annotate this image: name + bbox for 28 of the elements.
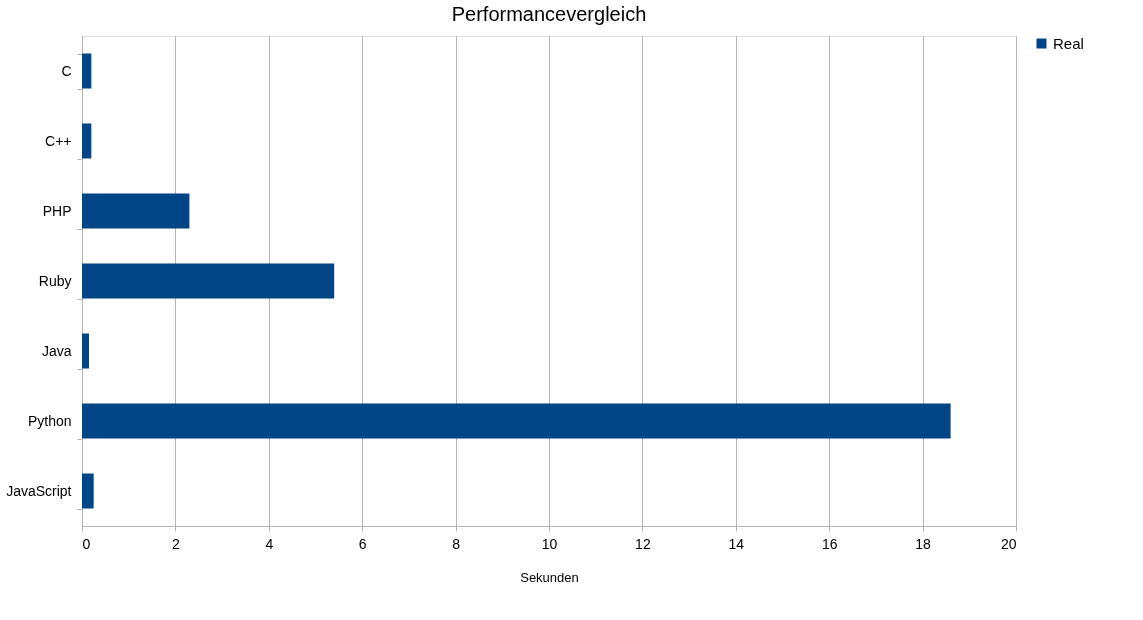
x-tick-label: 8 (452, 535, 461, 552)
x-tick-label: 0 (82, 535, 91, 552)
bar (82, 263, 335, 299)
bar (82, 403, 951, 439)
y-tick-label: Java (41, 342, 72, 359)
bar (82, 53, 92, 89)
x-axis-title: Sekunden (520, 569, 579, 585)
x-tick-label: 18 (915, 535, 932, 552)
y-tick-label: PHP (42, 202, 72, 219)
x-tick-label: 12 (635, 535, 651, 552)
x-tick-label: 10 (541, 535, 558, 552)
x-tick-label: 4 (265, 535, 274, 552)
x-tick-label: 6 (358, 535, 367, 552)
y-tick-label: C++ (45, 132, 72, 149)
x-tick-label: 14 (728, 535, 745, 552)
y-tick-label: JavaScript (6, 482, 72, 499)
bar (82, 123, 92, 159)
x-tick-label: 20 (1000, 535, 1017, 552)
bar (82, 193, 190, 229)
bar (82, 473, 94, 509)
x-tick-label: 2 (172, 535, 180, 552)
chart-title: Performancevergleich (451, 3, 647, 25)
y-tick-label: Ruby (38, 272, 72, 289)
y-tick-label: Python (27, 412, 72, 429)
legend-label: Real (1053, 34, 1084, 52)
x-tick-label: 16 (821, 535, 838, 552)
y-tick-label: C (61, 62, 72, 79)
bar (82, 333, 90, 369)
